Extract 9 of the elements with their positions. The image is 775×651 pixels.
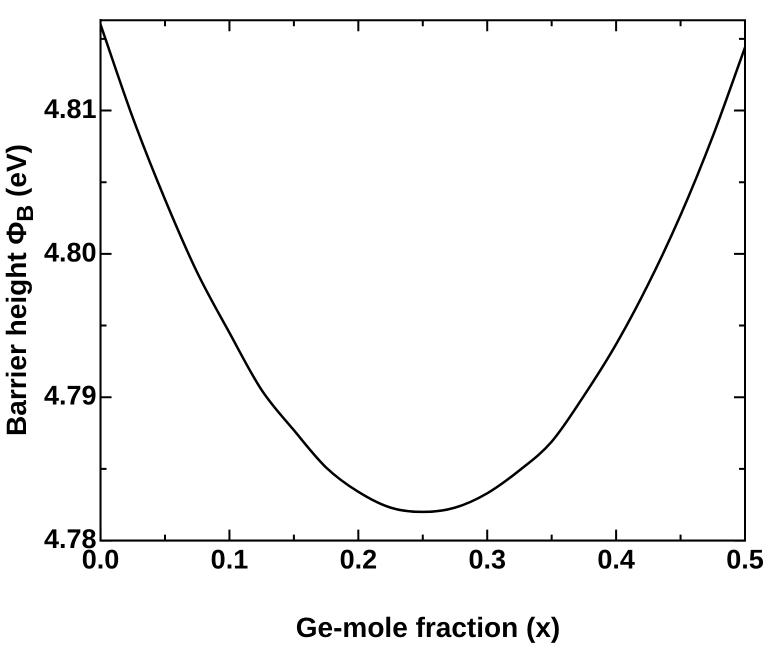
y-tick-label: 4.80 xyxy=(44,237,97,268)
y-tick-label: 4.81 xyxy=(44,94,97,124)
x-tick-label: 0.2 xyxy=(340,544,378,574)
x-tick-label: 0.5 xyxy=(726,544,764,574)
x-tick-label: 0.3 xyxy=(468,544,506,574)
x-tick-label: 0.1 xyxy=(210,544,248,574)
x-tick-label: 0.4 xyxy=(597,544,635,574)
x-axis-title: Ge-mole fraction (x) xyxy=(296,612,560,644)
y-tick-label: 4.79 xyxy=(44,380,97,411)
